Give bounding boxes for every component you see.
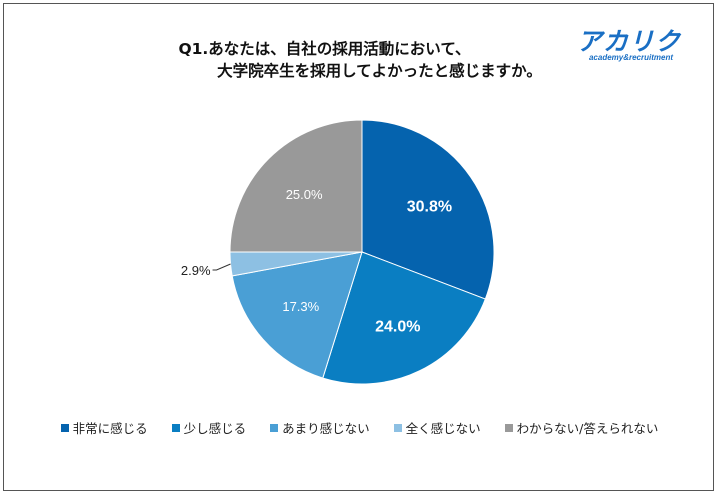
legend-label: 全く感じない [405,421,481,436]
pie-slice-1 [361,119,495,300]
data-label-2: 24.0% [375,318,420,335]
logo-main-text: アカリク [577,28,682,56]
legend-item-3: あまり感じない [270,418,370,437]
legend-swatch [270,423,279,432]
legend-label: わからない/答えられない [516,421,659,436]
legend-label: 少し感じる [183,421,247,436]
legend-swatch [504,423,513,432]
title-line-2: 大学院卒生を採用してよかったと感じますか。 [217,62,542,80]
chart-legend: 非常に感じる 少し感じる あまり感じない 全く感じない わからない/答えられない [0,418,719,437]
pie-slice-5 [229,119,363,253]
data-label-5: 25.0% [286,187,323,202]
legend-item-2: 少し感じる [171,418,247,437]
data-label-1: 30.8% [407,198,452,215]
leader-line-4 [212,263,231,271]
chart-title: Q1.あなたは、自社の採用活動において、 大学院卒生を採用してよかったと感じます… [0,38,719,82]
title-line-1: Q1.あなたは、自社の採用活動において、 [178,40,471,58]
data-label-3: 17.3% [282,299,319,314]
legend-item-5: わからない/答えられない [504,418,659,437]
logo-sub-text: academy&recruitment [589,53,673,62]
pie-slice-2 [322,251,486,385]
pie-slice-3 [231,251,363,379]
legend-swatch [171,423,180,432]
legend-label: あまり感じない [282,421,370,436]
legend-label: 非常に感じる [72,421,148,436]
legend-item-4: 全く感じない [393,418,481,437]
data-label-4: 2.9% [181,263,211,278]
brand-logo: アカリク academy&recruitment [570,26,688,66]
legend-item-1: 非常に感じる [60,418,148,437]
legend-swatch [393,423,402,432]
legend-swatch [60,423,69,432]
